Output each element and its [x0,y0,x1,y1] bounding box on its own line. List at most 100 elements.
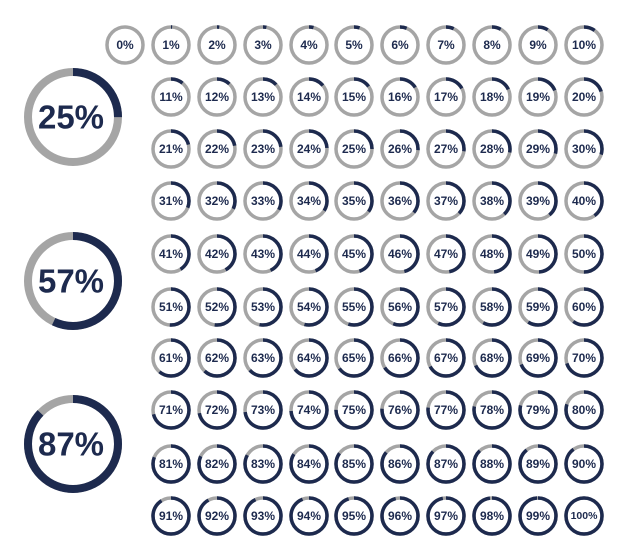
ring-86-progress-arc [380,444,420,484]
ring-89-progress-arc [518,444,558,484]
ring-91: 91% [151,496,191,536]
ring-71-progress-arc [151,390,191,430]
ring-6-progress-arc [380,25,420,65]
ring-34-progress-arc [289,181,329,221]
ring-21: 21% [151,129,191,169]
ring-41-label: 41% [159,247,183,261]
ring-38: 38% [472,181,512,221]
ring-9-progress-arc [518,25,558,65]
ring-19-label: 19% [526,90,550,104]
ring-87-label: 87% [434,457,458,471]
ring-59-progress-arc [518,287,558,327]
ring-36-progress-arc [380,181,420,221]
ring-83-label: 83% [251,457,275,471]
ring-72: 72% [197,390,237,430]
ring-84-progress-arc [289,444,329,484]
ring-74-progress-arc [289,390,329,430]
ring-50: 50% [564,234,604,274]
ring-70: 70% [564,338,604,378]
ring-4-label: 4% [300,38,318,52]
ring-57-progress-arc [426,287,466,327]
ring-80-label: 80% [572,403,596,417]
ring-64-label: 64% [297,351,321,365]
ring-32-label: 32% [205,194,229,208]
ring-79: 79% [518,390,558,430]
ring-15-label: 15% [342,90,366,104]
ring-92-progress-arc [197,496,237,536]
ring-11-label: 11% [159,90,183,104]
ring-91-progress-arc [151,496,191,536]
ring-98: 98% [472,496,512,536]
ring-24-progress-arc [289,129,329,169]
ring-26-label: 26% [388,142,412,156]
ring-52-progress-arc [197,287,237,327]
ring-64: 64% [289,338,329,378]
ring-84: 84% [289,444,329,484]
ring-3-progress-arc [243,25,283,65]
ring-99-progress-arc [518,496,558,536]
ring-51: 51% [151,287,191,327]
ring-63-label: 63% [251,351,275,365]
ring-88-label: 88% [480,457,504,471]
ring-46-progress-arc [380,234,420,274]
ring-7-label: 7% [437,38,455,52]
ring-93-progress-arc [243,496,283,536]
ring-22-label: 22% [205,142,229,156]
ring-56-label: 56% [388,300,412,314]
ring-34: 34% [289,181,329,221]
ring-80: 80% [564,390,604,430]
ring-83-progress-arc [243,444,283,484]
ring-91-label: 91% [159,509,183,523]
ring-52-label: 52% [205,300,229,314]
ring-12-label: 12% [205,90,229,104]
ring-40-progress-arc [564,181,604,221]
ring-43-progress-arc [243,234,283,274]
ring-81: 81% [151,444,191,484]
ring-65-progress-arc [334,338,374,378]
ring-93: 93% [243,496,283,536]
ring-84-label: 84% [297,457,321,471]
ring-26: 26% [380,129,420,169]
ring-33-progress-arc [243,181,283,221]
ring-0: 0% [105,25,145,65]
ring-58-progress-arc [472,287,512,327]
ring-14: 14% [289,77,329,117]
ring-14-progress-arc [289,77,329,117]
ring-47: 47% [426,234,466,274]
ring-46: 46% [380,234,420,274]
ring-88-progress-arc [472,444,512,484]
ring-15: 15% [334,77,374,117]
ring-21-label: 21% [159,142,183,156]
ring-35-label: 35% [342,194,366,208]
ring-37-progress-arc [426,181,466,221]
ring-20-label: 20% [572,90,596,104]
ring-85: 85% [334,444,374,484]
ring-93-label: 93% [251,509,275,523]
ring-94-progress-arc [289,496,329,536]
ring-8: 8% [472,25,512,65]
ring-68-label: 68% [480,351,504,365]
ring-17-progress-arc [426,77,466,117]
ring-66: 66% [380,338,420,378]
ring-51-label: 51% [159,300,183,314]
ring-94-label: 94% [297,509,321,523]
ring-77-progress-arc [426,390,466,430]
ring-5-label: 5% [345,38,363,52]
ring-89: 89% [518,444,558,484]
ring-55-label: 55% [342,300,366,314]
ring-2-label: 2% [208,38,226,52]
ring-86-label: 86% [388,457,412,471]
ring-30-progress-arc [564,129,604,169]
ring-73-label: 73% [251,403,275,417]
ring-55: 55% [334,287,374,327]
ring-61-label: 61% [159,351,183,365]
ring-87: 87% [426,444,466,484]
ring-1-label: 1% [162,38,180,52]
ring-43: 43% [243,234,283,274]
featured-ring-57: 57% [24,232,122,330]
ring-96-progress-arc [380,496,420,536]
ring-16: 16% [380,77,420,117]
ring-49-progress-arc [518,234,558,274]
ring-95: 95% [334,496,374,536]
ring-88: 88% [472,444,512,484]
